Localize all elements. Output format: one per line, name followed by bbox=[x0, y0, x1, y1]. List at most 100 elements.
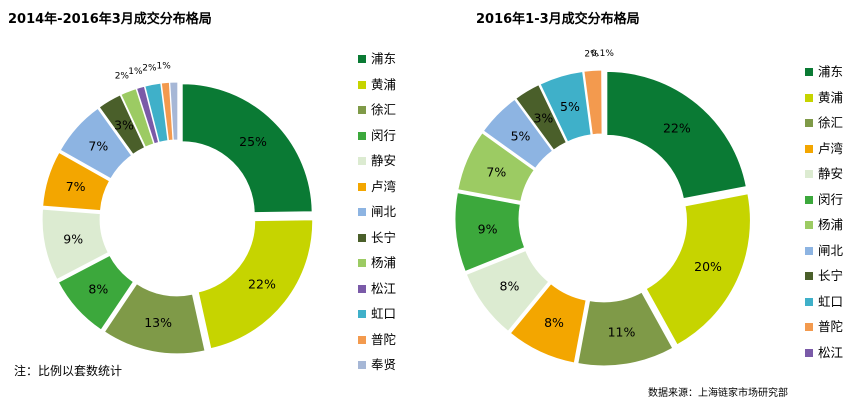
right-slice-12 bbox=[601, 69, 604, 135]
right-legend-label-11: 普陀 bbox=[818, 319, 844, 334]
right-legend-label-4: 卢湾 bbox=[818, 140, 844, 156]
right-slice-7 bbox=[457, 132, 535, 202]
left-legend-label-1: 浦东 bbox=[371, 51, 397, 66]
right-legend-swatch-5 bbox=[805, 170, 813, 178]
right-slice-4 bbox=[509, 283, 587, 364]
right-legend-swatch-9 bbox=[805, 272, 813, 280]
left-slice-12-label: 1% bbox=[157, 62, 172, 72]
right-slice-8-label: 5% bbox=[511, 128, 531, 143]
right-slice-4-label: 8% bbox=[544, 315, 564, 330]
footnote: 注：比例以套数统计 bbox=[14, 364, 123, 378]
right-slice-5-label: 8% bbox=[500, 279, 520, 294]
right-legend-label-9: 长宁 bbox=[818, 268, 844, 283]
left-slice-6-label: 7% bbox=[66, 179, 86, 194]
left-legend-label-12: 普陀 bbox=[371, 331, 397, 347]
left-legend-label-2: 黄浦 bbox=[371, 76, 397, 92]
left-legend-swatch-10 bbox=[358, 284, 366, 293]
left-legend-swatch-1 bbox=[358, 55, 366, 63]
left-slice-4-label: 8% bbox=[88, 281, 108, 296]
right-legend-swatch-8 bbox=[805, 246, 813, 255]
left-legend-label-7: 闸北 bbox=[371, 204, 397, 219]
right-slice-5 bbox=[465, 249, 550, 333]
left-slice-8-label: 3% bbox=[114, 118, 134, 133]
right-legend-swatch-3 bbox=[805, 119, 813, 127]
left-legend-label-4: 闵行 bbox=[371, 127, 397, 143]
right-slice-1 bbox=[606, 70, 747, 200]
left-legend-label-5: 静安 bbox=[371, 153, 397, 168]
chart-title-right: 2016年1-3月成交分布格局 bbox=[476, 12, 640, 27]
left-legend-label-6: 卢湾 bbox=[371, 178, 397, 194]
right-slice-10 bbox=[539, 70, 592, 143]
right-legend-swatch-10 bbox=[805, 297, 813, 306]
left-slice-11-label: 2% bbox=[142, 64, 157, 74]
right-legend-swatch-2 bbox=[805, 93, 813, 102]
left-legend-swatch-13 bbox=[358, 361, 366, 369]
right-slice-7-label: 7% bbox=[486, 164, 506, 179]
left-slice-9 bbox=[120, 88, 155, 148]
right-legend-label-2: 黄浦 bbox=[818, 89, 844, 105]
left-slice-7 bbox=[59, 107, 133, 180]
right-legend-label-5: 静安 bbox=[818, 166, 844, 181]
left-slice-4 bbox=[57, 254, 135, 331]
left-slice-3-label: 13% bbox=[144, 315, 172, 330]
right-slice-1-label: 22% bbox=[663, 121, 691, 136]
right-slice-10-label: 5% bbox=[560, 99, 580, 114]
donut-chart-right: 22%20%11%8%8%9%7%5%3%5%2%0.1% bbox=[454, 49, 751, 367]
left-legend-label-9: 杨浦 bbox=[371, 255, 397, 270]
right-legend-swatch-6 bbox=[805, 195, 813, 204]
left-slice-1-label: 25% bbox=[239, 134, 267, 149]
left-legend-swatch-3 bbox=[358, 106, 366, 114]
right-slice-8 bbox=[482, 98, 554, 169]
left-legend-swatch-5 bbox=[358, 157, 366, 165]
left-slice-5-label: 9% bbox=[63, 231, 83, 246]
left-legend-swatch-6 bbox=[358, 182, 366, 191]
left-slice-13 bbox=[169, 81, 179, 141]
right-legend-label-6: 闵行 bbox=[818, 191, 844, 207]
left-legend-swatch-4 bbox=[358, 131, 366, 140]
left-slice-5 bbox=[41, 208, 110, 281]
left-slice-1 bbox=[181, 83, 313, 214]
right-slice-9-label: 3% bbox=[533, 110, 553, 125]
left-slice-8 bbox=[98, 94, 146, 156]
right-legend-label-3: 徐汇 bbox=[818, 115, 844, 130]
left-legend-label-11: 虹口 bbox=[371, 306, 397, 321]
right-legend-swatch-1 bbox=[805, 68, 813, 76]
data-source: 数据来源：上海链家市场研究部 bbox=[648, 388, 788, 399]
left-slice-10 bbox=[135, 85, 160, 145]
left-legend-label-3: 徐汇 bbox=[371, 102, 397, 117]
right-legend-swatch-12 bbox=[805, 348, 813, 357]
left-legend-label-8: 长宁 bbox=[371, 229, 397, 245]
right-slice-6-label: 9% bbox=[478, 221, 498, 236]
left-legend-swatch-9 bbox=[358, 259, 366, 267]
left-legend-label-13: 奉贤 bbox=[371, 357, 397, 372]
left-slice-2 bbox=[197, 219, 314, 350]
right-slice-6 bbox=[454, 192, 526, 273]
left-slice-6 bbox=[42, 151, 111, 212]
right-legend-label-10: 虹口 bbox=[818, 293, 844, 309]
right-legend-label-1: 浦东 bbox=[818, 64, 844, 79]
right-slice-2 bbox=[645, 193, 751, 346]
chart-title-left: 2014年-2016年3月成交分布格局 bbox=[8, 12, 212, 27]
left-slice-11 bbox=[144, 82, 169, 143]
left-legend-swatch-12 bbox=[358, 335, 366, 344]
left-legend-swatch-7 bbox=[358, 208, 366, 216]
right-legend-label-7: 杨浦 bbox=[818, 217, 844, 232]
right-slice-12-label: 0.1% bbox=[591, 49, 614, 59]
right-slice-3-label: 11% bbox=[608, 325, 636, 340]
left-legend-swatch-8 bbox=[358, 233, 366, 242]
left-legend-swatch-11 bbox=[358, 310, 366, 318]
right-legend-label-12: 松江 bbox=[818, 344, 844, 360]
left-slice-2-label: 22% bbox=[248, 276, 276, 291]
left-slice-3 bbox=[103, 282, 206, 355]
right-slice-3 bbox=[577, 291, 674, 367]
left-slice-10-label: 1% bbox=[128, 67, 143, 77]
left-slice-7-label: 7% bbox=[88, 139, 108, 154]
right-legend-swatch-11 bbox=[805, 323, 813, 331]
left-legend-swatch-2 bbox=[358, 80, 366, 89]
right-legend-swatch-7 bbox=[805, 221, 813, 229]
right-slice-11-label: 2% bbox=[584, 49, 599, 59]
left-slice-9-label: 2% bbox=[115, 72, 130, 82]
donut-chart-left: 25%22%13%8%9%7%7%3%2% 1% 2% 1% bbox=[41, 62, 314, 355]
left-legend-label-10: 松江 bbox=[371, 280, 397, 296]
